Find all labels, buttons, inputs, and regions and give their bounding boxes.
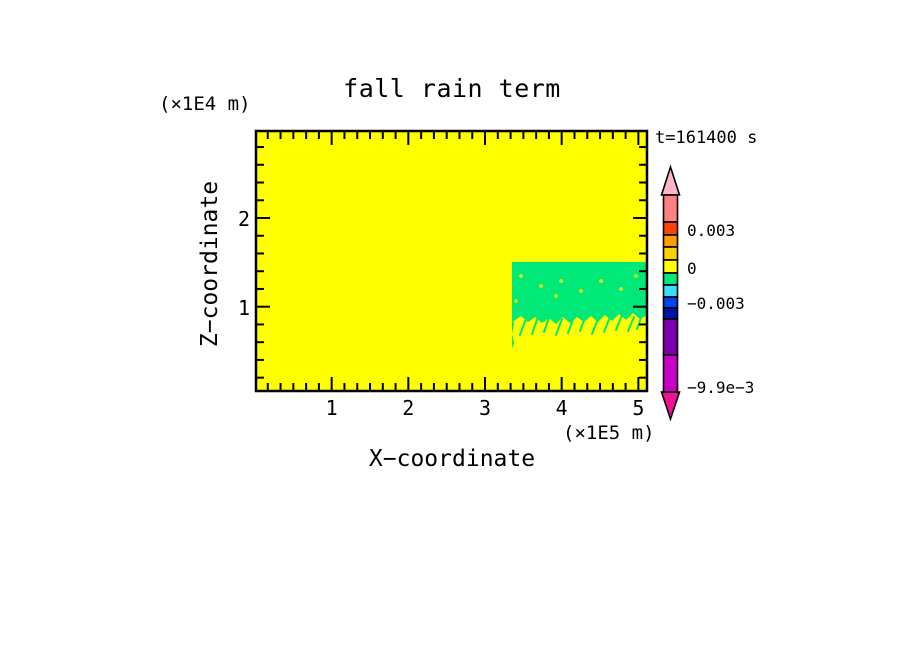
colorbar-segment (662, 194, 679, 223)
colorbar-segment (662, 296, 679, 309)
colorbar-segment (662, 307, 679, 320)
colorbar-segment (662, 234, 679, 248)
colorbar-bottom-arrow (660, 391, 681, 422)
plot-background (256, 131, 647, 391)
colorbar-segment (662, 259, 679, 274)
colorbar-segment (662, 284, 679, 298)
rain-streak (567, 316, 575, 334)
rain-streak (636, 314, 643, 330)
x-tick-label: 5 (632, 396, 645, 420)
field-hole (554, 294, 558, 298)
rain-streak (512, 314, 515, 323)
rain-streak (543, 314, 551, 333)
rain-streak (591, 318, 599, 335)
field-hole (519, 274, 523, 278)
colorbar-label: −0.003 (687, 294, 745, 313)
x-axis-units: (×1E5 m) (563, 422, 655, 444)
colorbar-segment (662, 221, 679, 236)
rain-streak (519, 318, 527, 336)
field-hole (514, 299, 518, 303)
field-layer (512, 262, 647, 349)
x-tick-label: 3 (478, 396, 492, 420)
rain-streak (627, 316, 635, 332)
x-tick-label: 2 (402, 396, 415, 420)
rain-streak (579, 314, 587, 332)
z-axis-label: Z−coordinate (197, 180, 223, 348)
field-hole (559, 279, 563, 283)
colorbar-segment (662, 246, 679, 261)
colorbar-label: −9.9e−3 (687, 378, 755, 397)
x-axis-label: X−coordinate (368, 446, 536, 472)
green-region (512, 314, 514, 349)
x-tick-label: 1 (325, 396, 338, 420)
chart-title: fall rain term (343, 74, 561, 103)
rain-streak (603, 316, 611, 333)
field-hole (539, 284, 543, 288)
colorbar-label: 0 (687, 259, 697, 278)
time-annotation: t=161400 s (655, 128, 758, 148)
field-hole (634, 274, 638, 278)
plot-frame (254, 129, 649, 393)
rain-streak (531, 316, 539, 335)
field-hole (619, 287, 623, 291)
field-hole (579, 289, 583, 293)
green-region (512, 262, 647, 324)
y-tick-label: 1 (237, 295, 250, 320)
colorbar-segment (662, 272, 679, 286)
colorbar-label: 0.003 (687, 221, 736, 240)
colorbar-top-arrow (660, 164, 681, 196)
x-tick-label: 4 (555, 396, 568, 420)
rain-streak (615, 314, 623, 331)
colorbar-segment (662, 318, 679, 356)
y-axis-units: (×1E4 m) (159, 93, 251, 115)
field-hole (599, 279, 603, 283)
y-tick-label: 2 (237, 207, 250, 231)
colorbar-segment (662, 354, 679, 393)
rain-streak (555, 318, 563, 336)
